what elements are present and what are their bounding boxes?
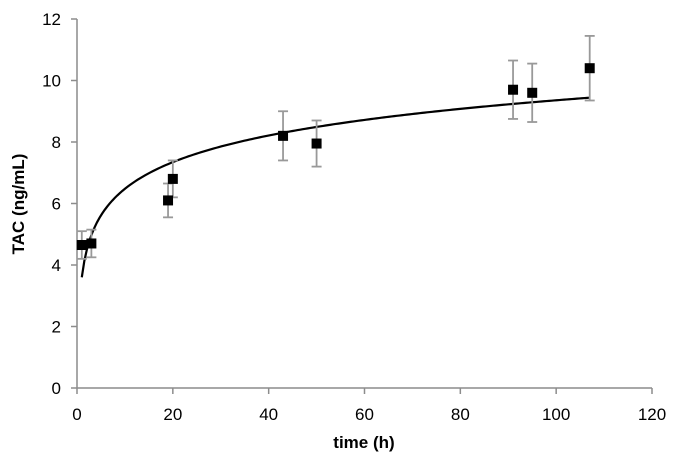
y-axis-label: TAC (ng/mL) (9, 154, 28, 255)
y-tick-label: 4 (52, 256, 61, 275)
x-tick-label: 120 (638, 405, 666, 424)
y-tick-label: 2 (52, 318, 61, 337)
trendline-group (80, 96, 590, 278)
y-tick-label: 6 (52, 195, 61, 214)
y-tick-label: 10 (42, 72, 61, 91)
y-tick-label: 12 (42, 10, 61, 29)
data-point (278, 130, 289, 141)
data-point (76, 240, 87, 251)
data-points (76, 63, 595, 251)
x-tick-label: 20 (163, 405, 182, 424)
x-tick-label: 100 (542, 405, 570, 424)
data-point (584, 63, 595, 74)
y-tick-label: 8 (52, 133, 61, 152)
x-tick-label: 60 (355, 405, 374, 424)
x-axis-ticks: 0 20 40 60 80 100 120 (72, 388, 666, 424)
x-axis-label: time (h) (333, 433, 394, 452)
data-point (508, 84, 519, 95)
x-tick-label: 0 (72, 405, 81, 424)
y-tick-label: 0 (52, 379, 61, 398)
data-point (86, 238, 97, 249)
y-axis-ticks: 0 2 4 6 8 10 12 (42, 10, 77, 398)
data-point (167, 173, 178, 184)
data-point (527, 87, 538, 98)
x-tick-label: 40 (259, 405, 278, 424)
data-point (163, 195, 174, 206)
x-tick-label: 80 (451, 405, 470, 424)
data-point (311, 138, 322, 149)
trendline (80, 96, 590, 278)
error-bars (76, 35, 595, 260)
